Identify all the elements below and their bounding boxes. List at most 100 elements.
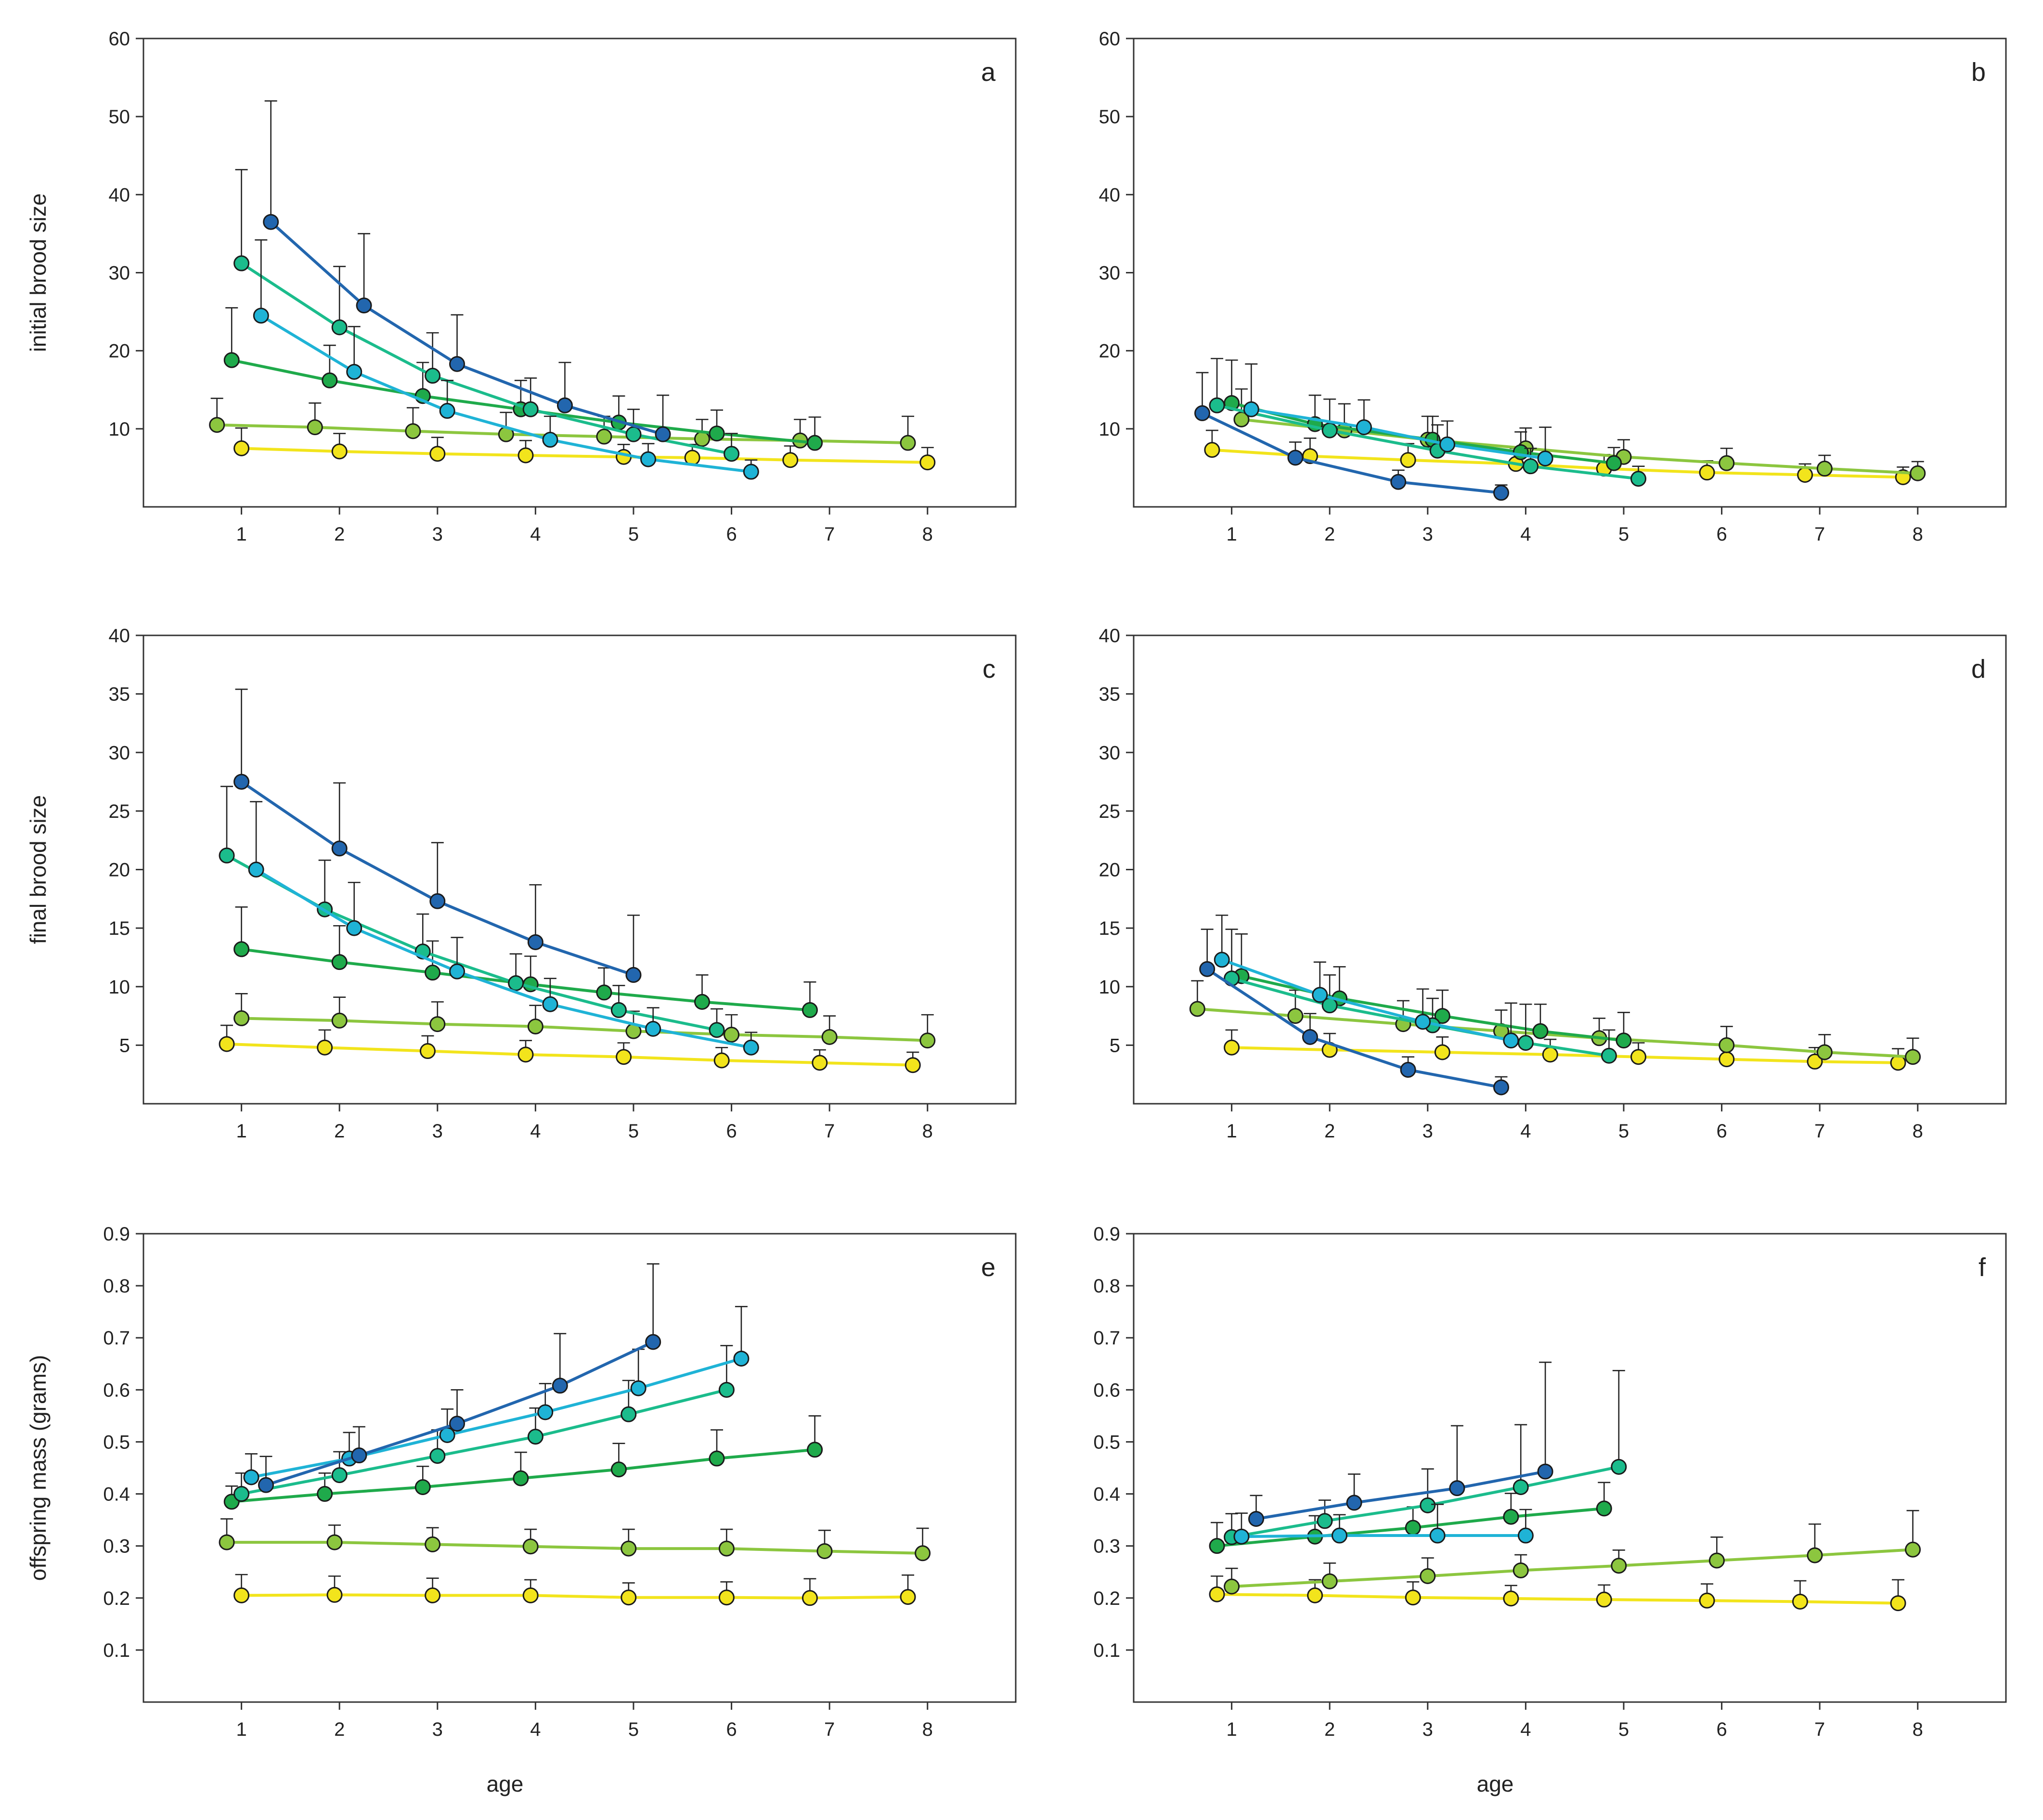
data-point <box>1708 1552 1725 1569</box>
y-tick-label: 20 <box>1099 341 1121 362</box>
series-yellow <box>233 1574 916 1606</box>
series-line <box>241 1388 727 1496</box>
data-point <box>640 451 657 467</box>
x-tick-label: 3 <box>432 1121 443 1142</box>
data-point <box>610 1461 627 1478</box>
data-point <box>1415 1014 1431 1030</box>
x-tick-label: 4 <box>530 524 541 545</box>
data-point <box>233 774 250 790</box>
error-bar <box>1225 929 1238 979</box>
x-tick-label: 3 <box>1422 1121 1433 1142</box>
data-point <box>1420 1497 1436 1513</box>
y-tick-label: 35 <box>1099 684 1121 705</box>
x-tick-label: 7 <box>1814 1719 1825 1740</box>
series-line <box>1206 968 1502 1089</box>
data-point <box>807 1442 823 1458</box>
data-point <box>625 426 642 442</box>
y-tick-label: 0.6 <box>103 1380 130 1401</box>
data-point <box>405 423 421 439</box>
data-point <box>1611 1459 1627 1475</box>
panel-c: 5 10 15 20 25 30 35 40 1 2 3 4 5 6 7 8 c final brood size <box>26 625 1017 1142</box>
series-teal <box>1224 1370 1627 1545</box>
series-line <box>1197 1007 1913 1058</box>
series-lime <box>1233 388 1926 481</box>
data-point <box>645 1020 661 1037</box>
data-point <box>1420 1568 1436 1584</box>
data-point <box>233 1010 250 1026</box>
data-point <box>812 1055 828 1071</box>
x-tick-label: 8 <box>1913 524 1923 545</box>
data-point <box>713 1052 730 1069</box>
data-point <box>322 372 338 388</box>
y-axis-title: offspring mass (grams) <box>26 1355 51 1581</box>
error-bar <box>333 266 346 328</box>
series-yellow <box>233 427 936 471</box>
data-point <box>331 1012 348 1029</box>
series-yellow <box>219 1024 921 1073</box>
x-tick-label: 2 <box>1324 1121 1335 1142</box>
series-line <box>1202 412 1501 494</box>
data-point <box>1287 1008 1304 1024</box>
data-point <box>331 954 348 970</box>
data-point <box>821 1029 838 1045</box>
y-axis-title: final brood size <box>26 795 51 944</box>
data-point <box>346 920 362 936</box>
data-point <box>233 255 250 271</box>
data-point <box>802 1002 818 1018</box>
data-point <box>724 1026 740 1043</box>
data-point <box>743 464 759 480</box>
series-lime <box>1224 1510 1921 1595</box>
data-point <box>429 1016 446 1033</box>
y-tick-label: 30 <box>109 263 130 284</box>
data-point <box>522 1587 539 1603</box>
y-tick-label: 25 <box>109 801 130 822</box>
series-line <box>227 1541 923 1555</box>
data-point <box>542 432 558 448</box>
series-teal <box>219 786 725 1038</box>
data-point <box>439 403 455 419</box>
x-tick-label: 4 <box>1520 524 1531 545</box>
error-bar <box>220 786 233 856</box>
error-bar <box>358 233 371 306</box>
series-blue <box>258 1263 661 1493</box>
x-tick-label: 7 <box>824 1121 835 1142</box>
series-line <box>241 1017 928 1042</box>
data-point <box>1204 442 1220 458</box>
data-point <box>1596 1500 1612 1517</box>
x-axis-title: age <box>1477 1771 1514 1796</box>
error-bar <box>1450 1425 1463 1488</box>
data-point <box>900 435 916 451</box>
x-tick-label: 2 <box>1324 1719 1335 1740</box>
data-point <box>718 1381 735 1398</box>
y-tick-label: 0.3 <box>1093 1536 1120 1557</box>
x-tick-label: 3 <box>1422 524 1433 545</box>
y-tick-label: 0.4 <box>1093 1484 1120 1505</box>
series-cyan <box>1233 1503 1534 1545</box>
data-point <box>610 1002 627 1018</box>
data-point <box>630 1380 647 1396</box>
y-tick-label: 0.1 <box>103 1640 130 1661</box>
data-point <box>233 1587 250 1603</box>
y-tick-label: 60 <box>1099 28 1121 50</box>
data-point <box>248 862 264 878</box>
x-tick-label: 5 <box>628 1719 639 1740</box>
error-bar <box>1539 1361 1552 1472</box>
data-point <box>537 1404 554 1420</box>
y-tick-label: 40 <box>109 625 130 646</box>
plot-frame <box>1133 1233 2007 1703</box>
data-point <box>1630 471 1647 487</box>
data-point <box>356 297 372 314</box>
x-tick-label: 7 <box>824 1719 835 1740</box>
data-point <box>1214 952 1230 968</box>
x-tick-label: 6 <box>1716 1719 1727 1740</box>
y-axis-title: initial brood size <box>26 194 51 352</box>
x-tick-label: 8 <box>922 1121 933 1142</box>
data-point <box>621 1589 637 1606</box>
x-tick-label: 5 <box>1618 524 1629 545</box>
series-teal <box>1209 358 1647 487</box>
data-point <box>263 214 279 230</box>
y-tick-label: 0.4 <box>103 1484 130 1505</box>
x-tick-label: 2 <box>334 524 345 545</box>
series-line <box>226 854 717 1032</box>
data-point <box>449 356 465 372</box>
